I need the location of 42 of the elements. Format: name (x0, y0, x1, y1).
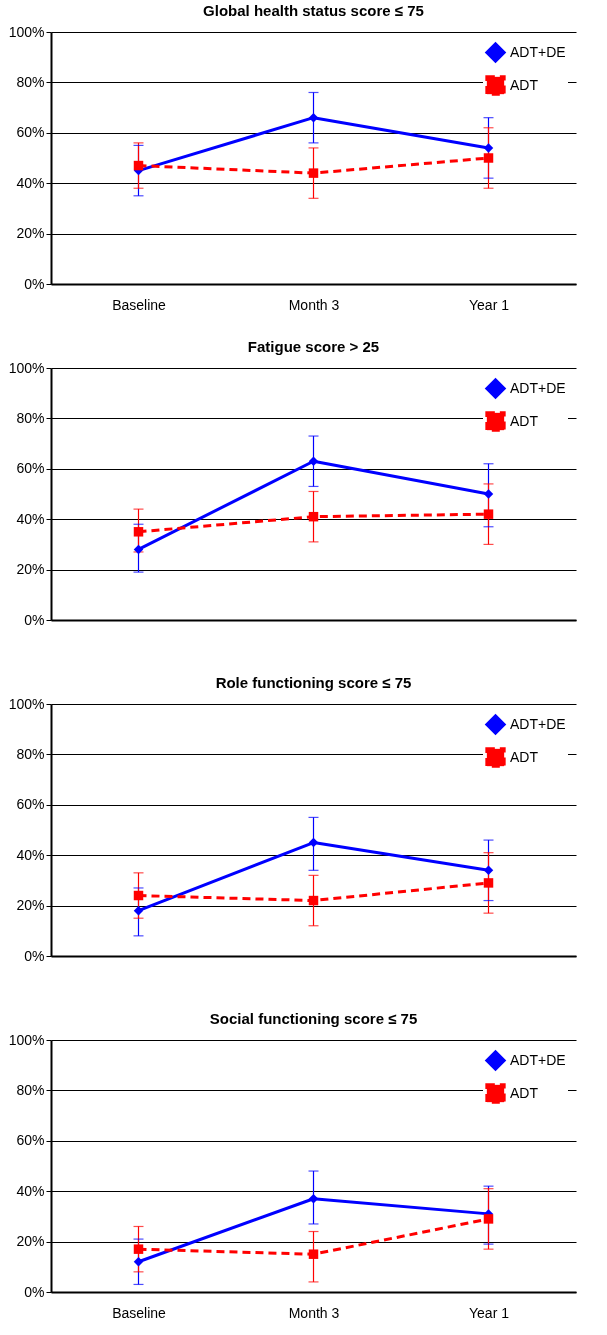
y-tick-label: 60% (16, 460, 45, 477)
legend-label: ADT+DE (510, 379, 566, 396)
y-tick-label: 0% (24, 1283, 45, 1300)
y-tick-label: 100% (8, 23, 45, 40)
y-tick-label: 100% (8, 359, 45, 376)
chart-title: Social functioning score ≤ 75 (209, 1010, 418, 1027)
y-tick-label: 100% (8, 1031, 45, 1048)
y-tick-label: 60% (16, 124, 45, 141)
y-tick-label: 60% (16, 1132, 45, 1149)
y-tick-label: 40% (16, 510, 45, 527)
y-tick-label: 60% (16, 796, 45, 813)
y-tick-label: 0% (24, 611, 45, 628)
legend-label: ADT (510, 1084, 539, 1101)
x-tick-label: Month 3 (288, 296, 340, 313)
legend-label: ADT (510, 748, 539, 765)
y-tick-label: 80% (16, 409, 45, 426)
legend-label: ADT+DE (510, 715, 566, 732)
legend-label: ADT+DE (510, 43, 566, 60)
legend-label: ADT (510, 76, 539, 93)
chart-title: Global health status score ≤ 75 (203, 2, 424, 19)
x-tick-label: Baseline (112, 296, 167, 313)
y-tick-label: 80% (16, 73, 45, 90)
y-tick-label: 0% (24, 275, 45, 292)
y-tick-label: 80% (16, 1081, 45, 1098)
y-tick-label: 20% (16, 897, 45, 914)
x-tick-label: Month 3 (288, 1304, 340, 1321)
legend-label: ADT (510, 412, 539, 429)
y-tick-label: 40% (16, 174, 45, 191)
y-tick-label: 40% (16, 1182, 45, 1199)
y-tick-label: 100% (8, 695, 45, 712)
x-tick-label: Baseline (112, 1304, 167, 1321)
y-tick-label: 20% (16, 561, 45, 578)
chart-title: Role functioning score ≤ 75 (215, 674, 412, 691)
chart-title: Fatigue score > 25 (247, 338, 380, 355)
y-tick-label: 0% (24, 947, 45, 964)
y-tick-label: 20% (16, 225, 45, 242)
y-tick-label: 20% (16, 1233, 45, 1250)
x-tick-label: Year 1 (469, 296, 510, 313)
legend-label: ADT+DE (510, 1051, 566, 1068)
y-tick-label: 80% (16, 745, 45, 762)
x-tick-label: Year 1 (469, 1304, 510, 1321)
y-tick-label: 40% (16, 846, 45, 863)
